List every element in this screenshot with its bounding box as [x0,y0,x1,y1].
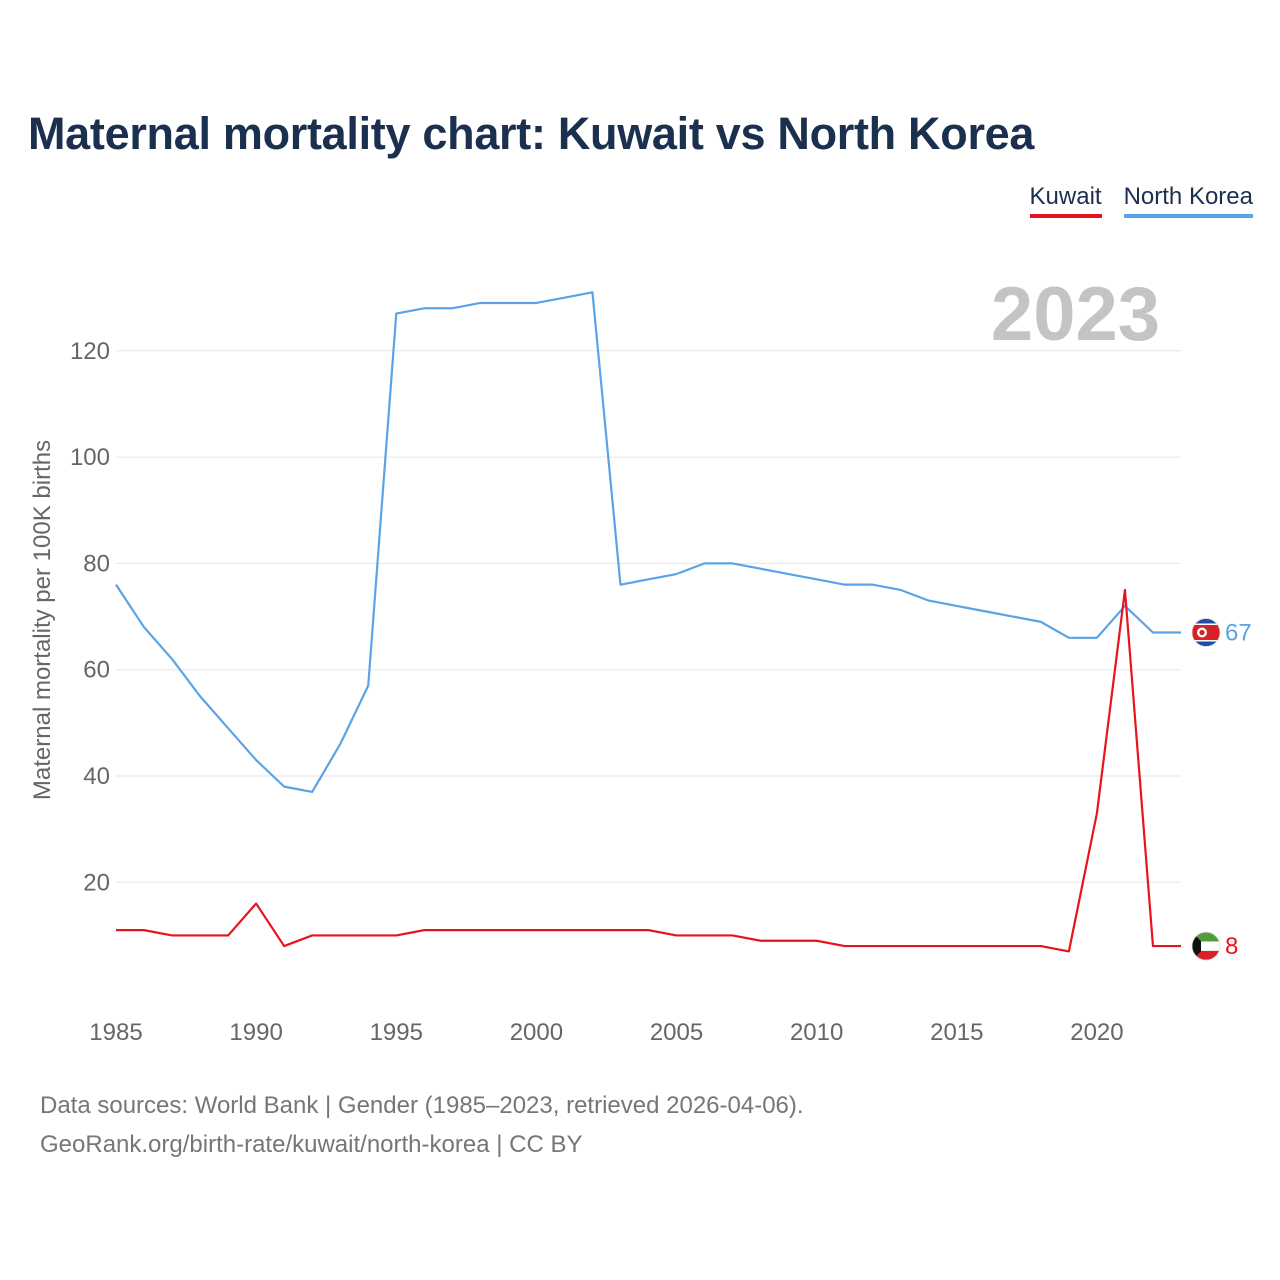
y-axis-ticks: 20 40 60 80 100 120 [70,338,110,897]
footer-url[interactable]: GeoRank.org/birth-rate/kuwait/north-kore… [40,1131,583,1158]
x-tick-label-2000: 2000 [510,1019,563,1046]
grid-lines [116,350,1181,883]
x-tick-label-2010: 2010 [790,1019,843,1046]
y-tick-label-20: 20 [83,869,110,896]
x-tick-label-1985: 1985 [89,1019,142,1046]
x-tick-label-1990: 1990 [229,1019,282,1046]
series-lines [115,291,1181,953]
series-end-markers: 67 8 [1191,618,1252,961]
chart-title: Maternal mortality chart: Kuwait vs Nort… [28,108,1035,159]
x-axis-ticks: 1985 1990 1995 2000 2005 2010 2015 2020 [89,1019,1123,1046]
year-watermark: 2023 [991,272,1160,357]
kuwait-flag-icon [1191,931,1221,961]
series-line-kuwait [116,588,1181,953]
legend-item-kuwait[interactable]: Kuwait [1029,183,1102,218]
y-axis-label: Maternal mortality per 100K births [29,440,56,800]
x-tick-label-2020: 2020 [1070,1019,1123,1046]
x-tick-label-2005: 2005 [650,1019,703,1046]
y-tick-label-120: 120 [70,338,110,365]
end-value-label-kuwait: 8 [1225,933,1238,960]
footer: Data sources: World Bank | Gender (1985–… [40,1086,804,1164]
north-korea-flag-icon [1191,618,1221,647]
y-tick-label-80: 80 [83,550,110,577]
series-line-north-korea [115,291,1181,794]
footer-sources: Data sources: World Bank | Gender (1985–… [40,1092,804,1119]
y-tick-label-60: 60 [83,657,110,684]
x-tick-label-2015: 2015 [930,1019,983,1046]
legend-item-north-korea[interactable]: North Korea [1123,183,1253,218]
x-tick-label-1995: 1995 [370,1019,423,1046]
y-tick-label-40: 40 [83,763,110,790]
legend: Kuwait North Korea [1029,183,1253,218]
end-value-label-north-korea: 67 [1225,619,1252,646]
y-tick-label-100: 100 [70,444,110,471]
